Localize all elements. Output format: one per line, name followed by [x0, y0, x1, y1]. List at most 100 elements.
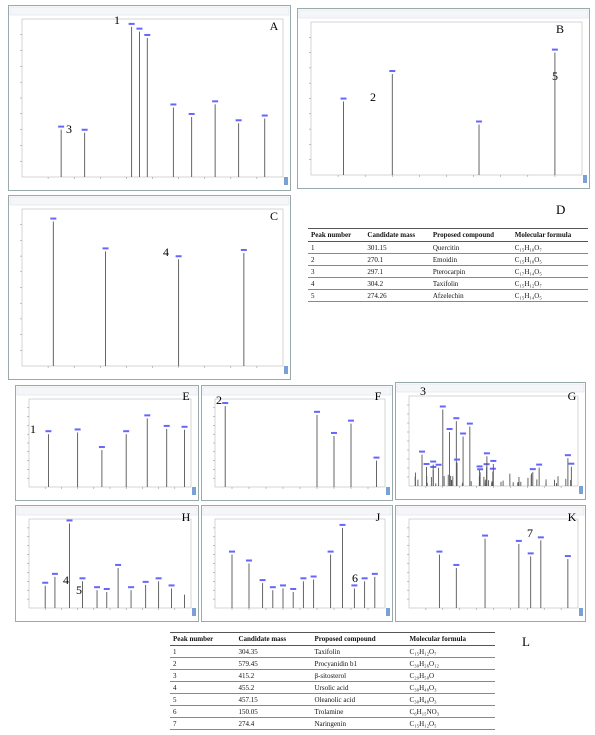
- peak-annotation: [290, 587, 297, 590]
- table-cell: C₁₅H₁₄O₅: [511, 289, 588, 302]
- panel-letter: K: [568, 510, 577, 524]
- peak-annotation: [102, 247, 109, 250]
- table-cell: C₁₅H₁₂O₇: [406, 645, 495, 658]
- table-row: 2 270.1 Emoidin C₁₅H₁₀O₅: [308, 253, 588, 266]
- table-cell: Naringenin: [311, 717, 407, 730]
- table-cell: C₁₇H₁₄O₅: [511, 265, 588, 278]
- peak-annotation: [436, 550, 443, 553]
- peak-annotation: [435, 463, 442, 466]
- scroll-handle: [579, 486, 583, 494]
- peak-annotation: [170, 103, 177, 106]
- panel-letter: H: [182, 510, 191, 524]
- peak-annotation: [123, 430, 130, 433]
- peak-annotation: [446, 428, 453, 430]
- table-row: 1 304.35 Taxifolin C₁₅H₁₂O₇: [170, 645, 495, 658]
- table-cell: 415.2: [235, 669, 312, 682]
- table-cell: 2: [308, 253, 365, 266]
- table-cell: C₆H₁₅NO₃: [406, 705, 495, 718]
- panel-header: [202, 386, 392, 396]
- plot-area: [214, 518, 386, 609]
- table-row: 2 579.45 Procyanidin b1 C₃₀H₂₆O₁₂: [170, 657, 495, 670]
- peak-annotation: [489, 467, 496, 470]
- panel-header: [9, 6, 290, 16]
- table-cell: 5: [170, 693, 236, 706]
- table-cell: Oleanolic acid: [311, 693, 407, 706]
- peak-annotation: [331, 431, 337, 434]
- table-row: 7 274.4 Naringenin C₁₅H₁₂O₅: [170, 717, 495, 730]
- panel-letter: E: [182, 389, 189, 403]
- table-cell: Pterocarpin: [429, 265, 512, 278]
- peak-annotation: [477, 468, 484, 471]
- peak-number: 7: [527, 526, 533, 540]
- table-cell: C₂₉H₅₀O: [406, 669, 495, 682]
- table-cell: Emoidin: [429, 253, 512, 266]
- table-row: 3 297.1 Pterocarpin C₁₇H₁₄O₅: [308, 265, 588, 278]
- table-label: D: [556, 202, 566, 217]
- scroll-handle: [386, 487, 390, 495]
- table-cell: 297.1: [364, 265, 430, 278]
- peak-annotation: [568, 462, 575, 465]
- panel-header: [298, 9, 589, 19]
- plot-area: [28, 518, 192, 609]
- peak-annotation: [45, 430, 52, 433]
- peak-number: 6: [352, 571, 358, 585]
- panel-letter: J: [376, 510, 381, 524]
- peak-annotation: [261, 114, 268, 117]
- peak-number: 5: [76, 583, 82, 597]
- table-bottom: Peak number Candidate mass Proposed compou…: [170, 632, 495, 730]
- peak-annotation: [564, 555, 571, 558]
- header-row: Peak number Candidate mass Proposed compou…: [308, 228, 588, 242]
- table-cell: C₃₀H₄₈O₃: [406, 681, 495, 694]
- table-cell: 7: [170, 717, 236, 730]
- table-row: 6 150.05 Trolamine C₆H₁₅NO₃: [170, 705, 495, 718]
- peak-annotation: [515, 539, 522, 542]
- peak-annotation: [476, 465, 483, 468]
- table-cell: 457.15: [235, 693, 312, 706]
- table-cell: 304.35: [235, 645, 312, 658]
- table-cell: Trolamine: [311, 705, 407, 718]
- table-body: 1 301.15 Quercitin C₁₅H₁₀O₇ 2 270.1 Emoidin C₁₅…: [308, 241, 588, 302]
- table-cell: β-sitosterol: [311, 669, 407, 682]
- peak-number: 1: [30, 422, 36, 436]
- peak-annotation: [280, 584, 286, 587]
- header-cell: Peak number: [170, 632, 236, 646]
- scroll-handle: [579, 608, 583, 616]
- table-cell: 150.05: [235, 705, 312, 718]
- peak-annotation: [564, 454, 571, 457]
- header-cell: Proposed compound: [429, 228, 512, 242]
- peak-annotation: [81, 128, 88, 131]
- plot-area: [21, 18, 284, 178]
- peak-annotation: [423, 462, 430, 465]
- peak-annotation: [235, 119, 242, 122]
- peak-annotation: [351, 584, 358, 587]
- peak-number: 2: [216, 393, 222, 407]
- peak-annotation: [181, 425, 188, 428]
- peak-annotation: [389, 70, 396, 73]
- panel-header: [9, 196, 290, 206]
- peak-number: 4: [163, 245, 169, 259]
- table-row: 4 455.2 Ursolic acid C₃₀H₄₈O₃: [170, 681, 495, 694]
- peak-annotation: [42, 581, 49, 584]
- peak-number: 1: [114, 13, 120, 27]
- plot-area: [408, 518, 579, 609]
- scroll-handle: [192, 487, 196, 495]
- table-cell: 270.1: [364, 253, 430, 266]
- table-cell: 3: [170, 669, 236, 682]
- header-cell: Candidate mass: [364, 228, 430, 242]
- table-row: 5 274.26 Afzelechin C₁₅H₁₄O₅: [308, 289, 588, 302]
- peak-annotation: [175, 255, 182, 258]
- table-cell: 455.2: [235, 681, 312, 694]
- peak-annotation: [144, 33, 151, 36]
- panel-header: [396, 506, 585, 516]
- peak-annotation: [168, 584, 175, 587]
- peak-annotation: [361, 577, 368, 580]
- plot-area: [310, 21, 583, 176]
- header-row: Peak number Candidate mass Proposed compou…: [170, 632, 495, 646]
- peak-annotation: [453, 563, 460, 566]
- panel-header: [202, 506, 392, 516]
- table-cell: 3: [308, 265, 365, 278]
- peak-annotation: [460, 432, 467, 435]
- peak-annotation: [136, 27, 143, 30]
- table-cell: Ursolic acid: [311, 681, 407, 694]
